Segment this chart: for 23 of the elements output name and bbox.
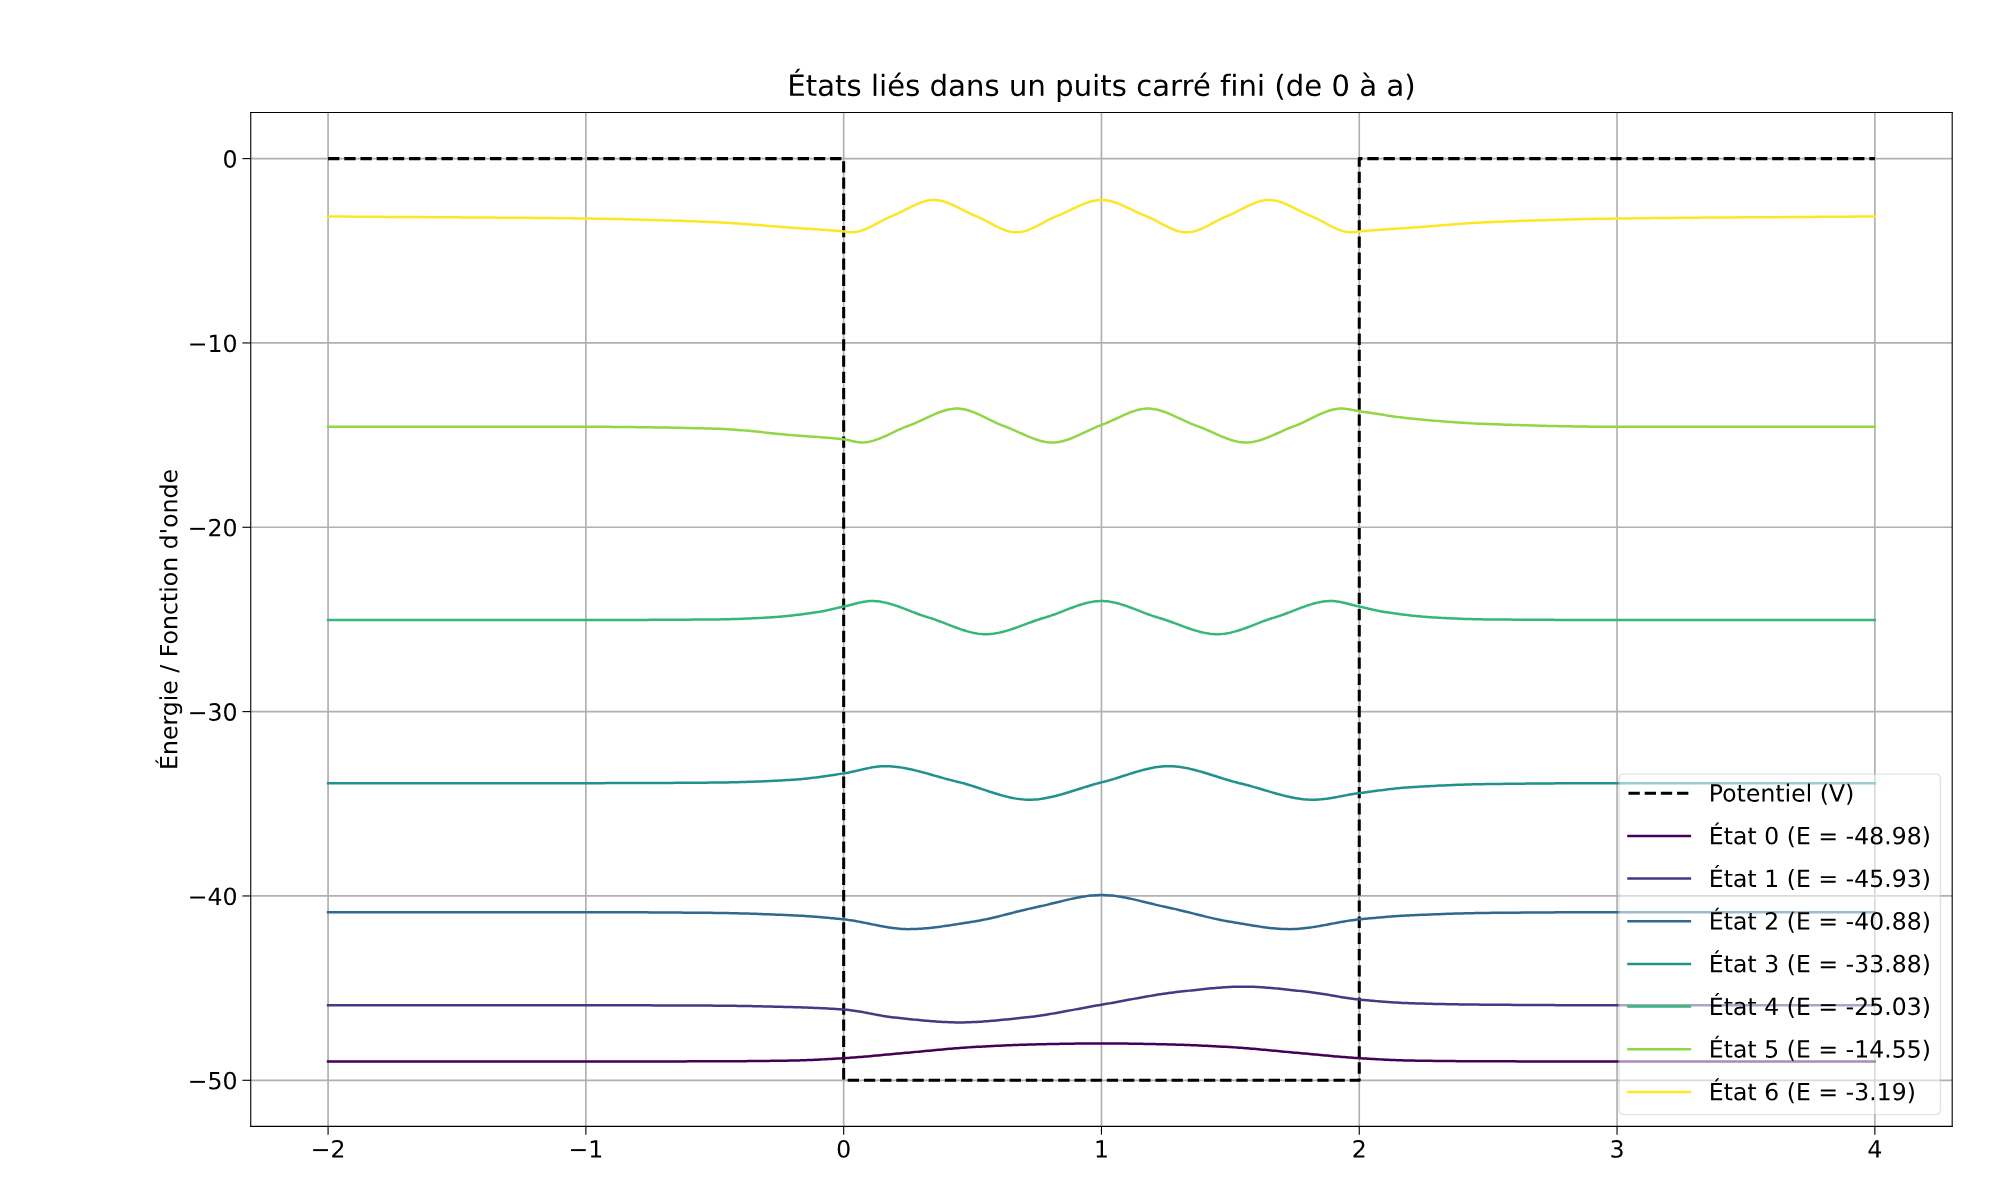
x-tick-label: 1 bbox=[1096, 1140, 1107, 1158]
legend-label: État 0 (E = -48.98) bbox=[1711, 822, 1929, 848]
y-axis-title: Énergie / Fonction d'onde bbox=[155, 470, 183, 768]
legend-label: État 6 (E = -3.19) bbox=[1711, 1078, 1914, 1104]
y-tick-label: −20 bbox=[190, 518, 236, 537]
chart-title: États liés dans un puits carré fini (de 0 à a) bbox=[790, 68, 1414, 102]
legend-label: État 4 (E = -25.03) bbox=[1711, 993, 1929, 1018]
y-tick-label: −40 bbox=[190, 887, 236, 906]
x-tick-label: −2 bbox=[313, 1139, 344, 1158]
x-tick-label: −1 bbox=[570, 1140, 602, 1158]
x-tick-label: 0 bbox=[837, 1139, 850, 1158]
legend-label: État 5 (E = -14.55) bbox=[1711, 1035, 1929, 1061]
y-tick-label: −10 bbox=[190, 334, 236, 353]
legend-label: Potentiel (V) bbox=[1711, 783, 1853, 805]
y-tick-label: −30 bbox=[190, 703, 236, 721]
legend-label: État 2 (E = -40.88) bbox=[1711, 907, 1929, 933]
legend-label: État 1 (E = -45.93) bbox=[1711, 865, 1929, 890]
x-tick-label: 3 bbox=[1611, 1139, 1623, 1158]
x-tick-label: 4 bbox=[1868, 1140, 1882, 1158]
legend-label: État 3 (E = -33.88) bbox=[1711, 950, 1929, 976]
y-tick-label: −50 bbox=[190, 1071, 236, 1090]
y-tick-label: 0 bbox=[224, 150, 236, 168]
x-tick-label: 2 bbox=[1353, 1139, 1365, 1158]
